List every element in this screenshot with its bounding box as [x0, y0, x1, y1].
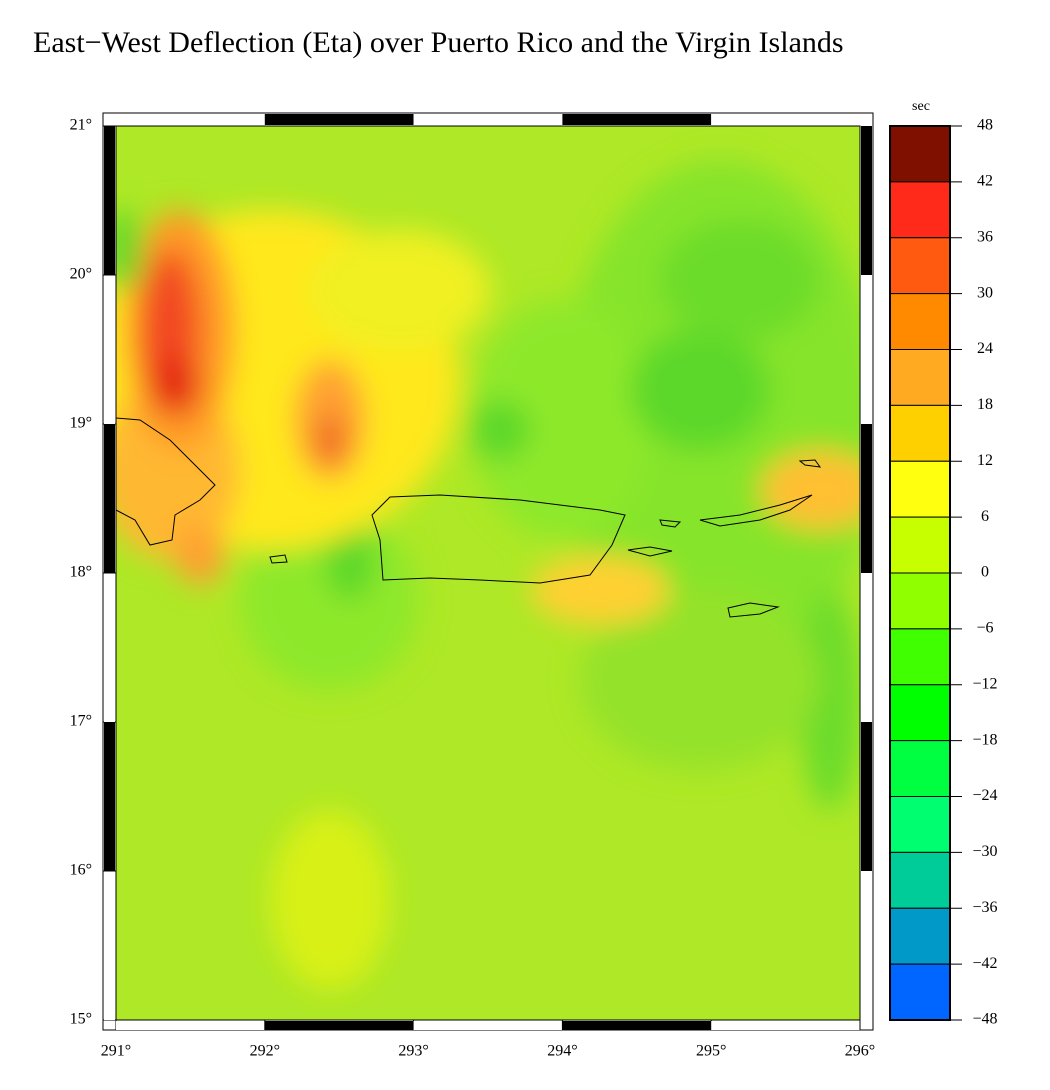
colorbar-tick-label: −48 — [972, 1011, 997, 1028]
y-tick-label: 19° — [70, 415, 92, 432]
colorbar-band — [889, 740, 951, 797]
frame-segment — [861, 424, 872, 573]
coastlines — [116, 417, 822, 618]
frame-segment — [861, 573, 872, 722]
colorbar-tick-label: −30 — [972, 843, 997, 860]
frame-segment — [861, 722, 872, 871]
colorbar-tick-label: −12 — [972, 675, 997, 692]
frame-segment — [104, 722, 115, 871]
frame-segment — [861, 275, 872, 424]
culebra-coast — [659, 519, 682, 528]
colorbar-tick-label: 6 — [981, 508, 989, 525]
colorbar-band — [889, 851, 951, 909]
colorbar-band — [889, 628, 951, 686]
frame-segment — [264, 1021, 414, 1030]
colorbar-tick-label: 48 — [977, 117, 993, 134]
title: East−West Deflection (Eta) over Puerto R… — [33, 26, 844, 59]
y-tick-label: 15° — [70, 1011, 92, 1028]
colorbar-tick-label: 36 — [977, 228, 993, 245]
colorbar-band — [889, 963, 951, 1021]
colorbar-tick-label: 42 — [977, 173, 993, 190]
colorbar-tick-label: −36 — [972, 899, 997, 916]
colorbar-band — [889, 237, 951, 295]
frame-segment — [562, 114, 712, 125]
deflection-field — [116, 126, 860, 1020]
frame-segment — [264, 114, 414, 125]
frame-segment — [413, 1021, 563, 1030]
x-tick-label: 291° — [101, 1043, 131, 1060]
colorbar-band — [889, 125, 951, 183]
colorbar-band — [889, 293, 951, 350]
frame-segment — [116, 1021, 265, 1030]
colorbar-tick-label: 0 — [981, 564, 989, 581]
frame-segment — [861, 126, 872, 275]
colorbar-tick-label: 24 — [977, 340, 993, 357]
colorbar-band — [889, 572, 951, 630]
x-tick-label: 294° — [547, 1043, 577, 1060]
x-tick-label: 295° — [696, 1043, 726, 1060]
anegada-coast — [798, 459, 822, 468]
frame-segment — [104, 573, 115, 722]
y-tick-label: 21° — [70, 117, 92, 134]
x-tick-label: 293° — [398, 1043, 428, 1060]
colorbar-tick-label: 12 — [977, 452, 993, 469]
y-tick-label: 18° — [70, 564, 92, 581]
colorbar-band — [889, 404, 951, 462]
colorbar-tick-label: −18 — [972, 731, 997, 748]
frame-segment — [562, 1021, 712, 1030]
colorbar-tick-label: 18 — [977, 396, 993, 413]
colorbar-tick-label: −24 — [972, 787, 997, 804]
puerto-rico-coast — [371, 494, 626, 584]
colorbar-band — [889, 181, 951, 239]
colorbar-band — [889, 796, 951, 853]
x-tick-label: 292° — [250, 1043, 280, 1060]
colorbar-tick-label: 30 — [977, 284, 993, 301]
colorbar-unit: sec — [912, 99, 930, 114]
y-tick-label: 16° — [70, 862, 92, 879]
frame-segment — [711, 1021, 860, 1030]
colorbar-band — [889, 684, 951, 742]
frame-segment — [861, 871, 872, 1020]
colorbar-band — [889, 349, 951, 406]
mona-coast — [269, 554, 288, 564]
colorbar-band — [889, 516, 951, 574]
frame-segment — [413, 114, 563, 125]
frame-segment — [116, 114, 265, 125]
y-tick-label: 17° — [70, 713, 92, 730]
x-tick-label: 296° — [845, 1043, 875, 1060]
y-tick-label: 20° — [70, 266, 92, 283]
colorbar-tick-label: −42 — [972, 955, 997, 972]
frame-segment — [104, 126, 115, 275]
hispaniola-coast — [116, 417, 216, 546]
st-croix-coast — [727, 602, 780, 618]
colorbar-frame — [889, 125, 951, 1021]
colorbar-band — [889, 460, 951, 518]
frame-segment — [711, 114, 860, 125]
colorbar-band — [889, 907, 951, 965]
vieques-coast — [627, 546, 673, 557]
frame-segment — [104, 871, 115, 1020]
colorbar-tick-label: −6 — [976, 620, 993, 637]
frame-segment — [104, 424, 115, 573]
virgin-islands-coast — [699, 494, 813, 527]
frame-segment — [104, 275, 115, 424]
